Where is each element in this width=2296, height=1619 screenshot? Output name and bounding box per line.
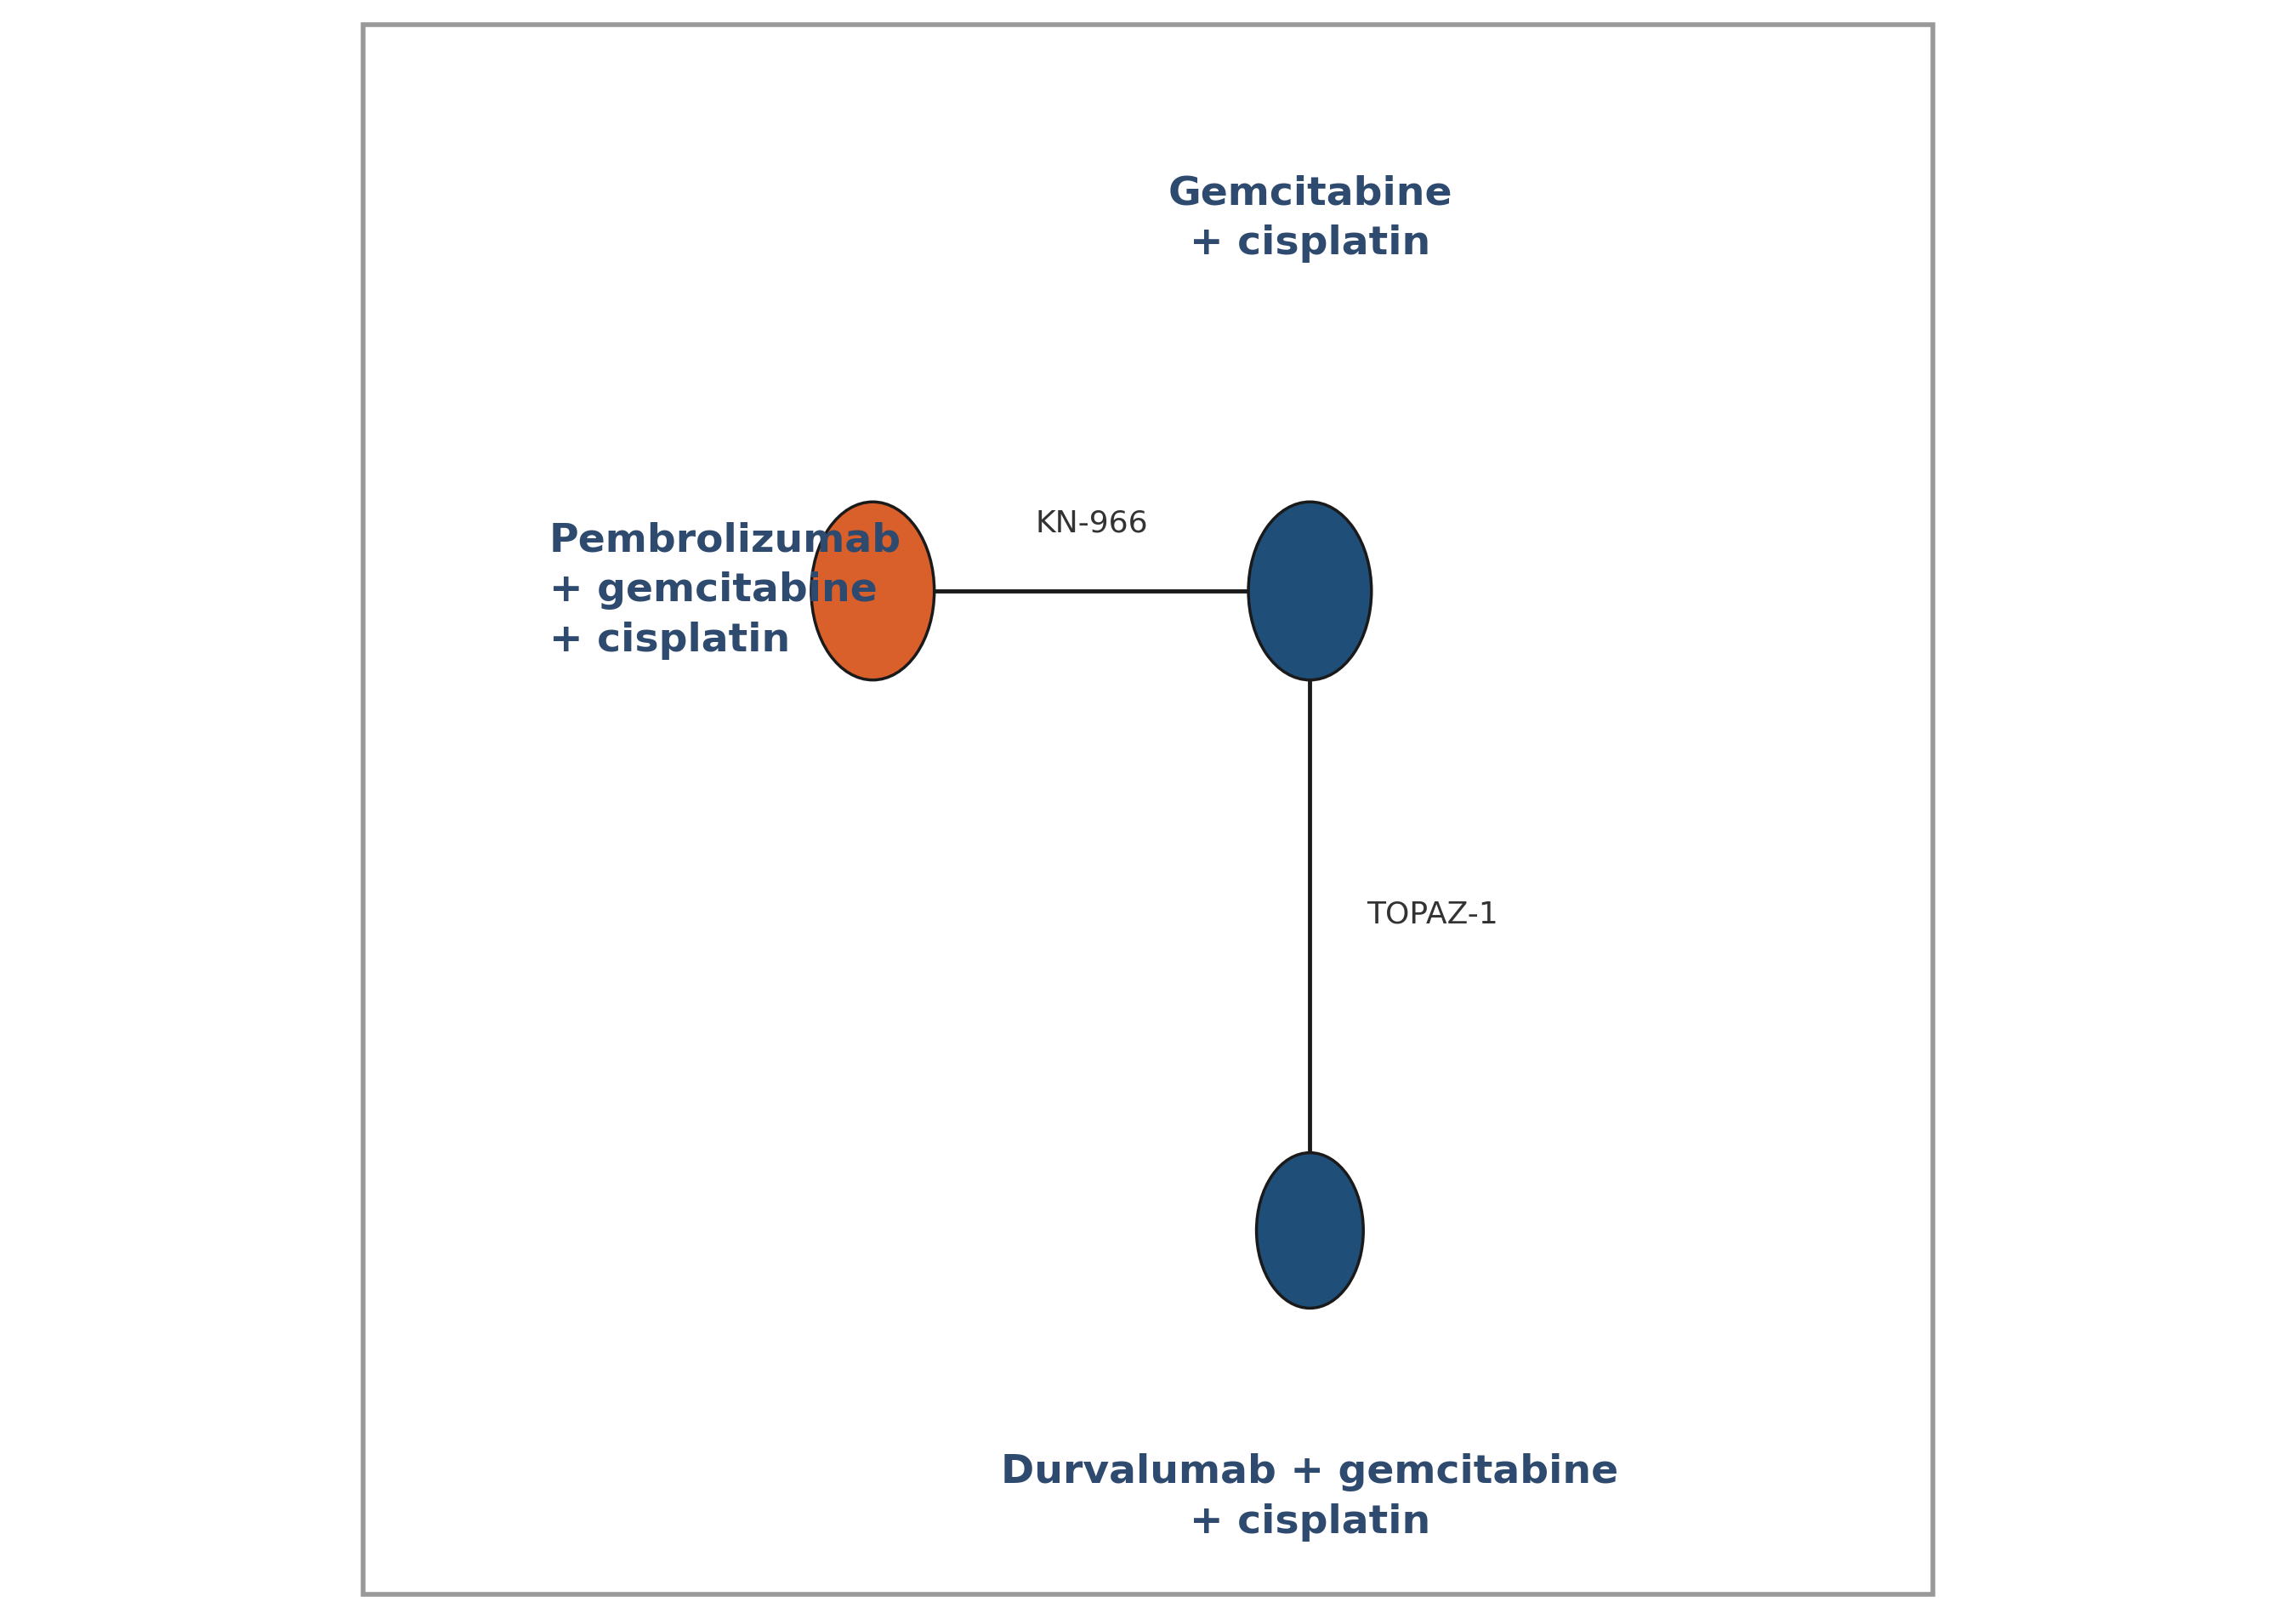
Ellipse shape: [810, 502, 934, 680]
Text: KN-966: KN-966: [1035, 508, 1148, 538]
Text: Durvalumab + gemcitabine
+ cisplatin: Durvalumab + gemcitabine + cisplatin: [1001, 1454, 1619, 1541]
Text: Pembrolizumab
+ gemcitabine
+ cisplatin: Pembrolizumab + gemcitabine + cisplatin: [549, 521, 900, 661]
Text: TOPAZ-1: TOPAZ-1: [1366, 900, 1499, 929]
Ellipse shape: [1256, 1153, 1364, 1308]
FancyBboxPatch shape: [363, 24, 1933, 1595]
Ellipse shape: [1249, 502, 1371, 680]
Text: Gemcitabine
+ cisplatin: Gemcitabine + cisplatin: [1169, 175, 1451, 262]
